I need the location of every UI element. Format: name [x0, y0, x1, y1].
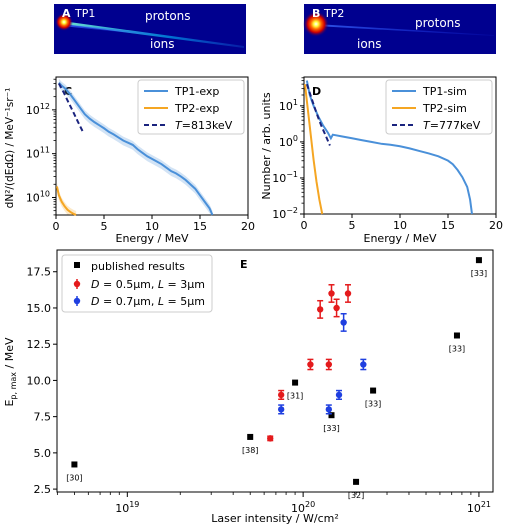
panel-e-legend-marker-1 — [73, 280, 81, 288]
panel-e-legend-label-2: D = 0.7μm, L = 5μm — [91, 295, 205, 308]
panel-d-legend-label-1: TP2-sim — [422, 102, 467, 115]
panel-e-series-2-point — [360, 361, 367, 368]
panel-a-tag: TP1 — [74, 7, 95, 20]
panel-d-series-1-line — [303, 84, 324, 215]
panel-b-protons-annotation: protons — [415, 16, 461, 30]
panel-a-label: A — [62, 7, 71, 20]
panel-e-xlabel: Laser intensity / W/cm² — [211, 512, 339, 525]
panel-e-reference-label: [33] — [365, 400, 381, 409]
panel-c-x-tick-label: 10 — [145, 220, 159, 233]
panel-e-published-point — [353, 478, 360, 485]
panel-e-reference-label: [38] — [242, 446, 258, 455]
panel-c-series-1-line — [55, 186, 77, 216]
panel-c-x-tick-label: 15 — [193, 220, 207, 233]
panel-e-reference-label: [33] — [449, 344, 465, 353]
panel-e-published-point — [328, 412, 335, 419]
panel-e-published-point — [370, 387, 377, 394]
panel-c-y-tick-label: 1011 — [26, 146, 50, 161]
panel-e-series-2-point — [277, 406, 285, 413]
panel-c-legend-label-1: TP2-exp — [174, 102, 219, 115]
panel-d-x-tick-label: 15 — [441, 219, 455, 232]
panel-e-series-1-point — [316, 306, 324, 313]
panel-d-x-tick-label: 20 — [489, 219, 503, 232]
panel-e-label: E — [240, 258, 248, 271]
panel-e-x-tick-label: 1020 — [291, 500, 315, 515]
panel-d-y-tick-label: 10−2 — [272, 206, 298, 221]
panel-b-image: B TP2 protons ions — [303, 4, 496, 54]
panel-d-label: D — [312, 85, 321, 98]
panel-e-reference-label: [30] — [66, 473, 82, 482]
panel-e-series-2-point — [335, 391, 343, 399]
panel-d-series-2-line — [305, 83, 331, 146]
panel-d-chart: D Energy / MeV Number / arb. units TP1-s… — [260, 76, 503, 245]
panel-d-y-tick-label: 10−1 — [272, 170, 298, 185]
panel-e-y-tick-label: 2.5 — [34, 483, 52, 496]
panel-e-legend-marker-2 — [73, 297, 81, 305]
panel-c-legend-label-0: TP1-exp — [174, 85, 219, 98]
panel-e-series-1-point — [277, 391, 285, 399]
panel-d-x-tick-label: 0 — [301, 219, 308, 232]
panel-e-y-tick-label: 5.0 — [34, 447, 52, 460]
panel-e-published-point — [292, 379, 299, 386]
panel-c-y-tick-label: 1010 — [26, 189, 50, 204]
panel-c-legend — [137, 79, 245, 135]
panel-c-chart: C Energy / MeV dN²/(dEdΩ) / MeV⁻¹sr⁻¹ TP… — [4, 76, 255, 245]
panel-e-y-tick-label: 15.0 — [27, 302, 52, 315]
panel-c-x-tick-label: 20 — [241, 220, 255, 233]
panel-d-x-tick-label: 10 — [393, 219, 407, 232]
panel-c-xlabel: Energy / MeV — [116, 232, 189, 245]
panel-e-y-tick-label: 10.0 — [27, 374, 52, 387]
panel-e-published-point — [71, 461, 78, 468]
panel-a-protons-annotation: protons — [145, 9, 191, 23]
panel-e-x-tick-label: 1021 — [467, 500, 491, 515]
panel-b-ions-annotation: ions — [357, 37, 382, 51]
panel-c-x-tick-label: 5 — [101, 220, 108, 233]
panel-e-reference-label: [33] — [471, 269, 487, 278]
panel-d-y-tick-label: 100 — [279, 134, 298, 149]
panel-e-series-1-point — [267, 435, 274, 442]
panel-c-x-tick-label: 0 — [53, 220, 60, 233]
panel-e-y-tick-label: 12.5 — [27, 338, 52, 351]
panel-c-ylabel: dN²/(dEdΩ) / MeV⁻¹sr⁻¹ — [4, 88, 16, 209]
panel-a-ions-annotation: ions — [150, 37, 175, 51]
panel-d-x-tick-label: 5 — [349, 219, 356, 232]
panel-d-legend — [385, 79, 493, 135]
panel-e-series-2-point — [325, 406, 333, 413]
panel-e-chart: E Laser intensity / W/cm² Ep, max / MeV … — [3, 249, 494, 525]
panel-c-series-2-line — [58, 83, 84, 133]
panel-e-legend-label-0: published results — [91, 260, 185, 273]
panel-b-tag: TP2 — [323, 7, 344, 20]
panel-e-series-1-point — [325, 361, 333, 368]
panel-e-published-point — [247, 433, 254, 440]
panel-e-legend-label-1: D = 0.5μm, L = 3μm — [91, 278, 205, 291]
panel-a-image: A TP1 protons ions — [54, 4, 246, 54]
panel-e-series-1-point — [307, 361, 314, 368]
panel-e-legend-marker-0 — [74, 262, 80, 268]
panel-e-series-1-point — [333, 304, 340, 312]
panel-e-series-1-point — [344, 290, 352, 297]
panel-d-xlabel: Energy / MeV — [364, 232, 437, 245]
panel-c-legend-label-2: T=813keV — [175, 119, 233, 132]
panel-e-published-point — [453, 332, 460, 339]
panel-e-y-tick-label: 7.5 — [34, 411, 52, 424]
panel-e-ylabel: Ep, max / MeV — [3, 337, 18, 407]
panel-e-reference-label: [31] — [287, 392, 303, 401]
panel-c-y-tick-label: 1012 — [26, 102, 50, 117]
panel-e-reference-label: [32] — [348, 491, 364, 500]
panel-d-ylabel: Number / arb. units — [260, 92, 273, 199]
panel-e-series-2-point — [340, 319, 347, 326]
panel-d-legend-label-0: TP1-sim — [422, 85, 467, 98]
panel-e-reference-label: [33] — [323, 424, 339, 433]
panel-e-published-point — [475, 257, 482, 264]
panel-e-y-tick-label: 17.5 — [27, 266, 52, 279]
panel-d-legend-label-2: T=777keV — [423, 119, 481, 132]
panel-c-series-0-line — [58, 82, 214, 216]
panel-b-label: B — [312, 7, 320, 20]
panel-d-y-tick-label: 101 — [279, 98, 298, 113]
panel-e-series-1-point — [328, 290, 335, 297]
panel-e-legend — [61, 254, 213, 313]
panel-d-series-0-line — [305, 80, 473, 215]
panel-e-x-tick-label: 1019 — [115, 500, 139, 515]
